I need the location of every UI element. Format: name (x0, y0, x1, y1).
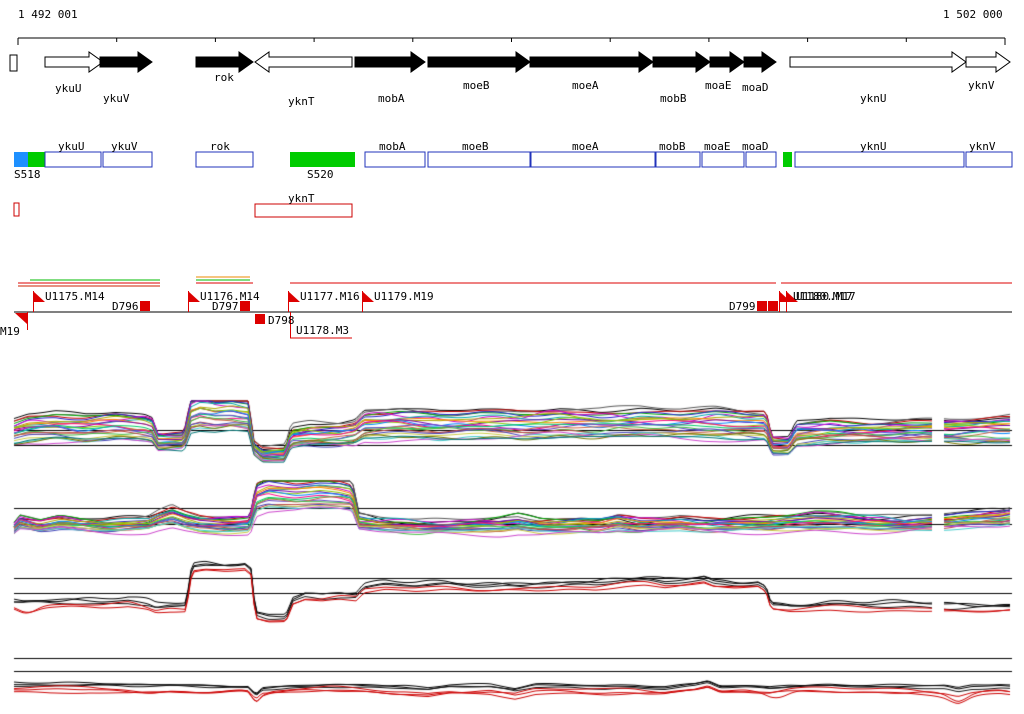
red-box-yknT[interactable] (254, 203, 353, 218)
gene-box-yknV[interactable] (965, 151, 1013, 168)
gene-box-region-blue[interactable] (14, 152, 28, 167)
red-box-small[interactable] (13, 202, 20, 217)
down-marker-D797[interactable] (240, 301, 250, 311)
up-flag-U1177.M16[interactable] (288, 291, 300, 302)
gene-box-moaD[interactable] (745, 151, 777, 168)
down-flag-M19[interactable] (15, 313, 27, 324)
down-marker-D796[interactable] (140, 301, 150, 311)
gene-box-ykuU[interactable] (44, 151, 102, 168)
gene-arrow-moeB[interactable] (427, 51, 531, 73)
gene-arrow-moeA[interactable] (529, 51, 654, 73)
down-marker-D799[interactable] (757, 301, 767, 311)
up-flag-U1175.M14[interactable] (33, 291, 45, 302)
down-marker-unlabeled[interactable] (768, 301, 778, 311)
gene-box-region-green-left[interactable] (28, 152, 45, 167)
gene-box-yknU[interactable] (794, 151, 965, 168)
ruler-start-coordinate: 1 492 001 (18, 8, 78, 21)
gene-box-mobA[interactable] (364, 151, 426, 168)
gene-box-ykuV[interactable] (102, 151, 153, 168)
gene-box-moeA[interactable] (530, 151, 656, 168)
gene-arrow-yknV[interactable] (965, 51, 1011, 73)
gene-arrow-mobA[interactable] (354, 51, 426, 73)
gene-arrow-rok[interactable] (195, 51, 254, 73)
gene-box-mobB[interactable] (655, 151, 701, 168)
gene-box-region-green-right[interactable] (783, 152, 792, 167)
gene-box-rok[interactable] (195, 151, 254, 168)
gene-box-moeB[interactable] (427, 151, 531, 168)
up-flag-U1176.M14[interactable] (188, 291, 200, 302)
up-flag-U1179.M19[interactable] (362, 291, 374, 302)
gene-arrow-yknT[interactable] (254, 51, 353, 73)
ruler-end-coordinate: 1 502 000 (943, 8, 1003, 21)
up-flag-unlabeled[interactable] (786, 291, 798, 302)
gene-box-moaE[interactable] (701, 151, 745, 168)
gene-arrow-ykuU[interactable] (44, 51, 104, 73)
gene-fragment-left-edge (9, 54, 18, 72)
gene-box-region-S520[interactable] (290, 152, 355, 167)
marker-D798[interactable] (255, 314, 265, 324)
gene-arrow-moaE[interactable] (709, 51, 745, 73)
gene-arrow-moaD[interactable] (743, 51, 777, 73)
gene-arrow-mobB[interactable] (652, 51, 711, 73)
gene-arrow-ykuV[interactable] (99, 51, 153, 73)
gene-arrow-yknU[interactable] (789, 51, 967, 73)
